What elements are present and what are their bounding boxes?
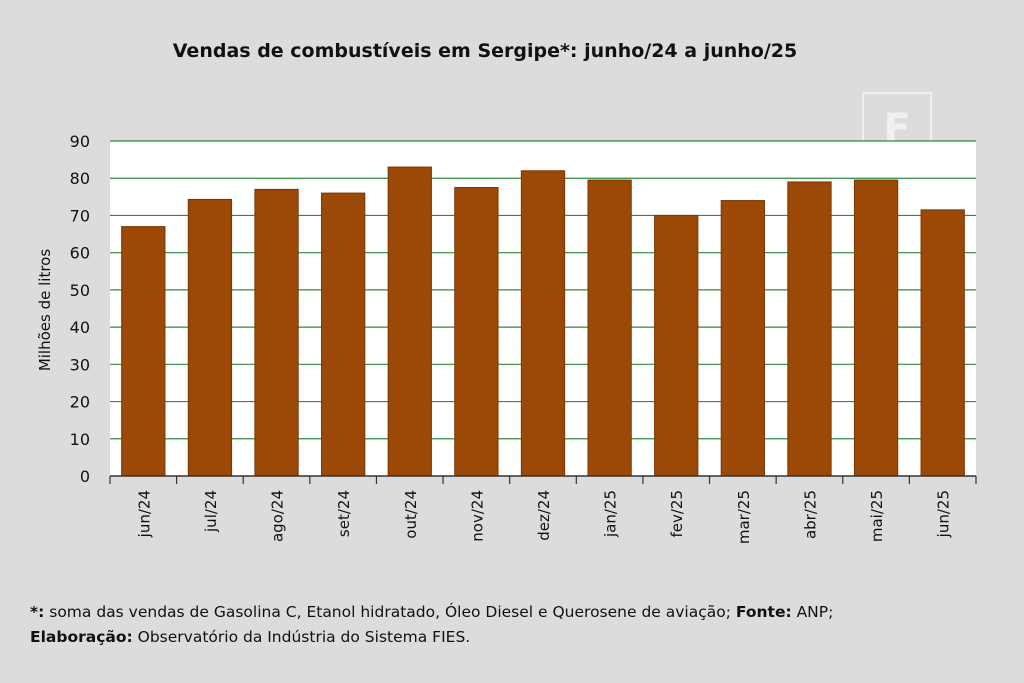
x-tick-label: nov/24: [468, 490, 486, 542]
y-tick-label: 30: [70, 355, 90, 374]
bars: [121, 166, 965, 477]
x-tick-label: dez/24: [535, 490, 553, 541]
x-tick-labels: jun/24 jul/24 ago/24 set/24 out/24 nov/24 dez/…: [109, 476, 977, 544]
bar: [720, 200, 765, 477]
y-tick-label: 60: [70, 244, 90, 263]
footnote-line-2: Elaboração: Observatório da Indústria do…: [30, 625, 1010, 650]
bar: [520, 170, 566, 477]
y-tick-label: 50: [70, 281, 90, 300]
x-tick-label: abr/25: [801, 490, 819, 539]
bar: [254, 188, 299, 477]
y-tick-label: 80: [70, 169, 90, 188]
x-tick-label: jan/25: [602, 490, 620, 538]
bar: [920, 209, 965, 477]
credit-text: Observatório da Indústria do Sistema FIE…: [132, 628, 471, 646]
chart-title: Vendas de combustíveis em Sergipe*: junh…: [172, 40, 798, 62]
credit-label: Elaboração:: [30, 628, 133, 646]
x-tick-label: fev/25: [668, 490, 686, 538]
x-tick-label: jun/24: [135, 490, 153, 538]
bar-chart: 0 10 20 30 40 50 60 70 80 90 jun/24 jul/24 ago/24 se…: [36, 132, 977, 544]
source-label: Fonte:: [735, 603, 792, 621]
x-tick-label: jul/24: [202, 490, 220, 533]
y-tick-label: 20: [70, 393, 90, 412]
y-tick-label: 70: [70, 206, 90, 225]
x-tick-label: mai/25: [868, 490, 886, 542]
y-tick-labels: 0 10 20 30 40 50 60 70 80 90: [70, 132, 90, 486]
x-tick-label: mar/25: [735, 490, 753, 544]
y-tick-label: 10: [70, 430, 90, 449]
source-text: ANP;: [791, 603, 834, 621]
bar: [121, 226, 166, 477]
footnote: *: soma das vendas de Gasolina C, Etanol…: [30, 600, 1010, 650]
note-marker: *:: [30, 603, 45, 621]
x-tick-label: jun/25: [935, 490, 953, 538]
note-text: soma das vendas de Gasolina C, Etanol hi…: [44, 603, 736, 621]
footnote-line-1: *: soma das vendas de Gasolina C, Etanol…: [30, 600, 1010, 625]
bar: [853, 179, 899, 477]
bar: [587, 179, 632, 477]
bar: [654, 214, 699, 477]
y-axis-label: Milhões de litros: [36, 249, 54, 372]
x-tick-label: ago/24: [269, 490, 287, 542]
bar: [387, 166, 432, 477]
x-tick-label: out/24: [402, 490, 420, 539]
bar: [321, 192, 366, 477]
y-tick-label: 40: [70, 318, 90, 337]
y-tick-label: 0: [80, 467, 90, 486]
bar: [187, 198, 233, 477]
y-tick-label: 90: [70, 132, 90, 151]
x-tick-label: set/24: [335, 490, 353, 537]
bar: [787, 181, 832, 477]
bar: [454, 187, 499, 477]
